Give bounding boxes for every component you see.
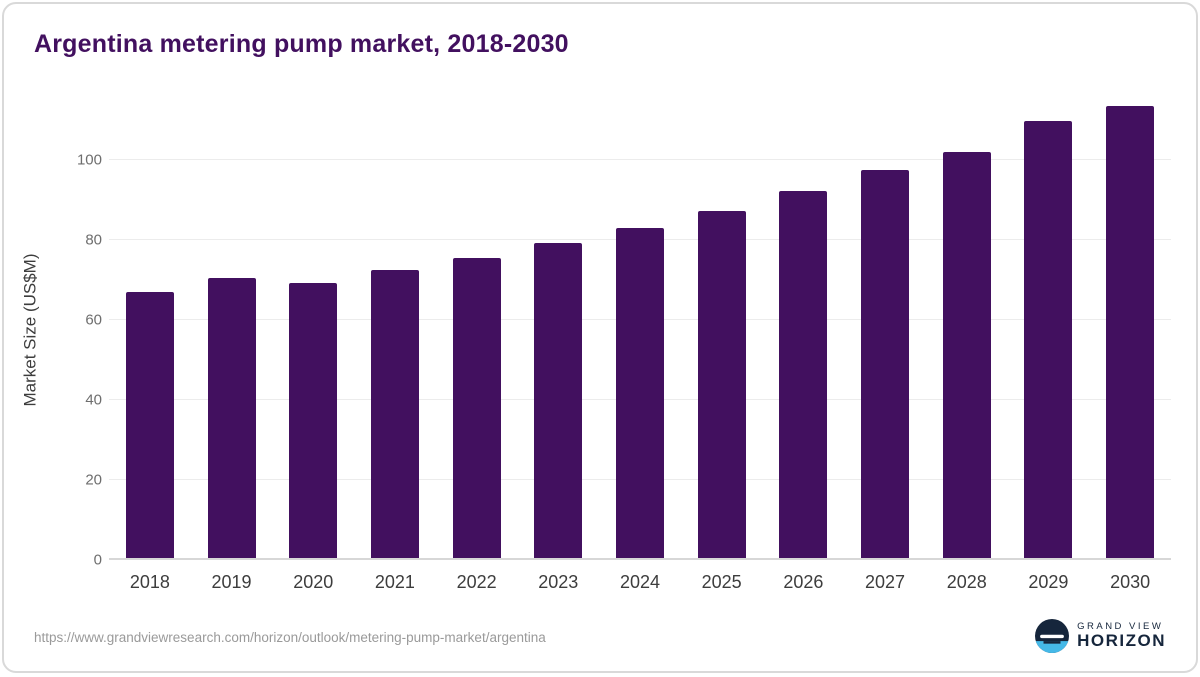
bar-slot-2024 [599,100,681,560]
x-tick-label-2028: 2028 [946,572,987,592]
gridline [109,159,1171,160]
bars-row [109,100,1171,560]
y-tick-label: 100 [76,151,102,169]
chart-bar-2021 [370,270,419,560]
bar-slot-2022 [436,100,518,560]
chart-bar-2027 [861,169,910,560]
x-axis-labels: 2018 2019 2020 2021 2022 2023 2024 2025 2026 2027… [109,572,1171,593]
chart-bar-2022 [452,258,501,560]
bar-slot-2030 [1089,100,1171,560]
bar-slot-2023 [517,100,599,560]
logo-text: GRAND VIEW HORIZON [1077,622,1166,650]
chart-bar-2030 [1106,106,1155,560]
y-tick-label: 20 [85,471,102,489]
chart-bar-2018 [125,292,174,560]
chart-bar-2029 [1024,120,1073,560]
chart-bar-2023 [534,243,583,560]
bar-slot-2020 [272,100,354,560]
chart-bar-2028 [942,152,991,560]
x-tick-label-2020: 2020 [293,572,334,592]
bar-slot-2028 [926,100,1008,560]
x-tick-label-2021: 2021 [374,572,415,592]
plot-area [109,100,1171,560]
x-tick-label-2018: 2018 [129,572,170,592]
source-url: https://www.grandviewresearch.com/horizo… [34,630,546,645]
chart-bar-2025 [697,210,746,560]
logo-icon [1035,619,1070,653]
logo-text-horizon: HORIZON [1077,631,1166,651]
grandview-horizon-logo: GRAND VIEW HORIZON [1035,619,1166,653]
x-tick-label-2029: 2029 [1028,572,1069,592]
bar-slot-2019 [191,100,273,560]
page-title: Argentina metering pump market, 2018-203… [34,30,569,58]
bar-slot-2026 [763,100,845,560]
y-tick-label: 60 [85,311,102,329]
y-axis-title: Market Size (US$M) [16,100,46,560]
chart-bar-2026 [779,191,828,560]
chart-bar-2020 [289,282,338,560]
y-axis-ticks: 0 20 40 60 80 100 [56,100,102,569]
x-tick-label-2025: 2025 [701,572,742,592]
logo-text-grand-view: GRAND VIEW [1077,621,1164,633]
x-tick-label-2024: 2024 [619,572,660,592]
y-tick-label: 80 [85,231,102,249]
chart-bar-2019 [207,277,256,560]
bar-slot-2021 [354,100,436,560]
x-tick-label-2023: 2023 [538,572,579,592]
x-tick-label-2030: 2030 [1110,572,1151,592]
y-axis-title-text: Market Size (US$M) [21,253,40,407]
bar-slot-2029 [1008,100,1090,560]
x-tick-label-2026: 2026 [783,572,824,592]
x-axis-line [109,558,1171,560]
x-tick-label-2022: 2022 [456,572,497,592]
bar-slot-2027 [844,100,926,560]
y-tick-label: 40 [85,391,102,409]
x-tick-label-2027: 2027 [865,572,906,592]
chart-bar-2024 [615,228,664,560]
x-tick-label-2019: 2019 [211,572,252,592]
y-tick-label: 0 [93,551,102,569]
bar-slot-2025 [681,100,763,560]
bar-slot-2018 [109,100,191,560]
